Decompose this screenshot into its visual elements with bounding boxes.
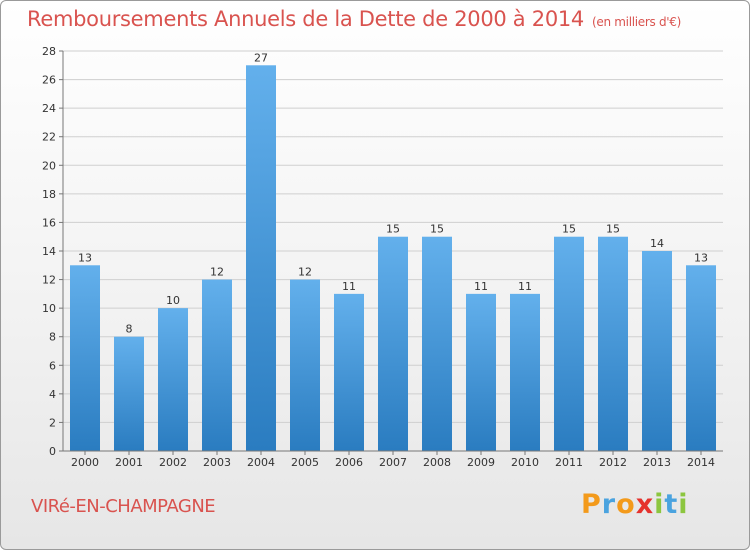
y-tick-label: 4	[49, 388, 56, 401]
x-tick-label: 2003	[203, 456, 231, 469]
x-tick-label: 2005	[291, 456, 319, 469]
y-tick-label: 22	[42, 131, 56, 144]
labels: 0246810121416182022242628132000820011020…	[42, 45, 715, 469]
x-tick-label: 2004	[247, 456, 275, 469]
bar	[686, 265, 716, 451]
y-tick-label: 10	[42, 302, 56, 315]
x-tick-label: 2012	[599, 456, 627, 469]
bar	[554, 236, 584, 451]
x-tick-label: 2010	[511, 456, 539, 469]
logo-letter: i	[654, 489, 665, 520]
y-tick-label: 20	[42, 159, 56, 172]
bar-value-label: 15	[562, 223, 576, 236]
bars	[70, 65, 716, 452]
x-tick-label: 2011	[555, 456, 583, 469]
x-tick-label: 2000	[71, 456, 99, 469]
y-tick-label: 18	[42, 188, 56, 201]
y-tick-label: 12	[42, 274, 56, 287]
chart-title-text: Remboursements Annuels de la Dette de 20…	[27, 7, 584, 31]
bar	[246, 65, 276, 452]
bar-value-label: 14	[650, 237, 664, 250]
x-tick-label: 2009	[467, 456, 495, 469]
bar-value-label: 15	[606, 223, 620, 236]
bar-value-label: 10	[166, 294, 180, 307]
bar-value-label: 11	[518, 280, 532, 293]
y-tick-label: 26	[42, 74, 56, 87]
bar	[598, 236, 628, 451]
x-tick-label: 2014	[687, 456, 715, 469]
y-tick-label: 0	[49, 445, 56, 458]
logo-letter: i	[678, 489, 689, 520]
y-tick-label: 24	[42, 102, 56, 115]
x-tick-label: 2008	[423, 456, 451, 469]
logo-letter: r	[601, 489, 617, 520]
bar-value-label: 27	[254, 51, 268, 64]
x-tick-label: 2001	[115, 456, 143, 469]
y-tick-label: 14	[42, 245, 56, 258]
bar	[70, 265, 100, 451]
bar	[334, 293, 364, 451]
y-tick-label: 28	[42, 45, 56, 58]
y-tick-label: 6	[49, 359, 56, 372]
bar	[158, 308, 188, 451]
bar-value-label: 11	[342, 280, 356, 293]
bar-value-label: 12	[298, 266, 312, 279]
logo-letter: o	[616, 489, 636, 520]
bar-value-label: 12	[210, 266, 224, 279]
x-tick-label: 2006	[335, 456, 363, 469]
bar	[466, 293, 496, 451]
bar	[378, 236, 408, 451]
bar-value-label: 15	[386, 223, 400, 236]
bar-value-label: 13	[694, 251, 708, 264]
bar	[510, 293, 540, 451]
commune-name: VIRé-EN-CHAMPAGNE	[31, 496, 216, 517]
x-tick-label: 2002	[159, 456, 187, 469]
x-tick-label: 2013	[643, 456, 671, 469]
bar	[642, 251, 672, 451]
chart-unit: (en milliers d'€)	[592, 15, 682, 29]
logo-letter: t	[664, 489, 679, 520]
bar	[202, 279, 232, 451]
axes	[59, 50, 723, 455]
y-tick-label: 2	[49, 416, 56, 429]
chart-title: Remboursements Annuels de la Dette de 20…	[27, 7, 681, 31]
logo-letter: x	[635, 489, 655, 520]
y-tick-label: 16	[42, 216, 56, 229]
x-tick-label: 2007	[379, 456, 407, 469]
bar-value-label: 13	[78, 251, 92, 264]
bar-value-label: 15	[430, 223, 444, 236]
y-tick-label: 8	[49, 331, 56, 344]
bar	[290, 279, 320, 451]
bar-value-label: 8	[126, 323, 133, 336]
bar-value-label: 11	[474, 280, 488, 293]
bar	[422, 236, 452, 451]
bar	[114, 336, 144, 451]
logo-letter: P	[581, 489, 602, 520]
proxiti-logo[interactable]: Proxiti	[581, 489, 689, 520]
